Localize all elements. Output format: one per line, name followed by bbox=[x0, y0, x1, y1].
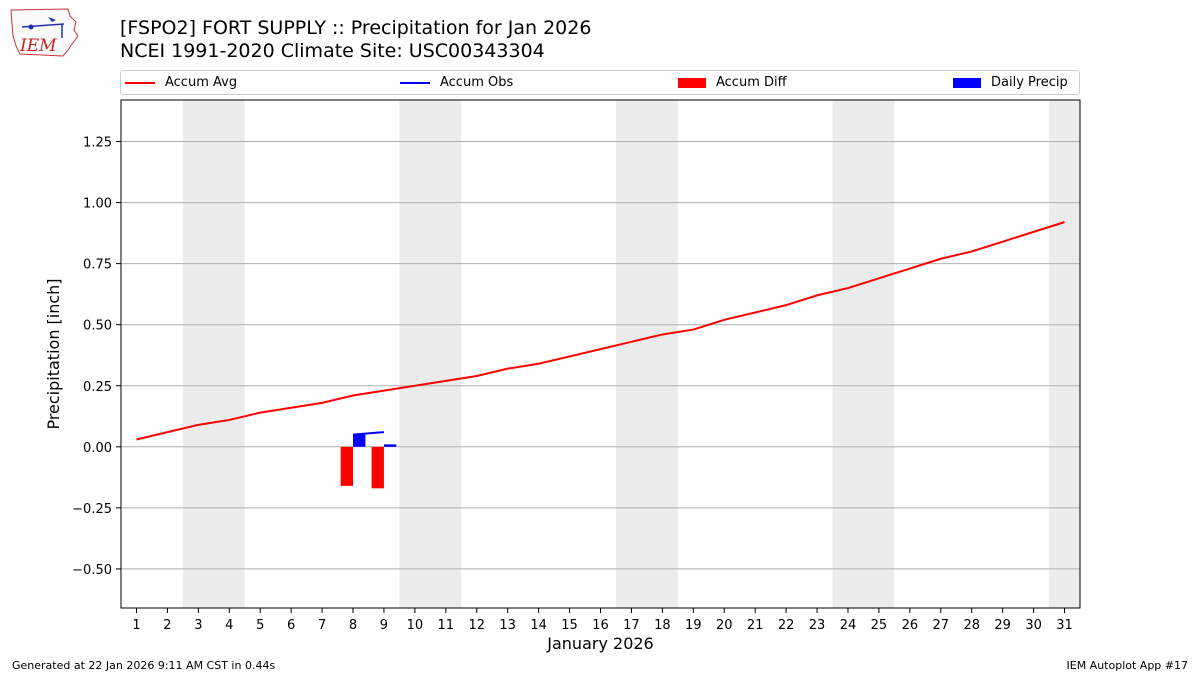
x-tick-label-7: 7 bbox=[318, 618, 326, 633]
x-tick-label-17: 17 bbox=[623, 618, 640, 633]
weekend-band-2 bbox=[615, 100, 678, 608]
x-tick-label-3: 3 bbox=[194, 618, 202, 633]
y-tick-label-4: 0.50 bbox=[83, 319, 112, 334]
accum-diff-bar-day-9 bbox=[371, 446, 384, 489]
x-tick-label-30: 30 bbox=[1025, 618, 1042, 633]
x-tick-label-6: 6 bbox=[287, 618, 295, 633]
y-tick-label-0: −0.50 bbox=[72, 563, 112, 578]
x-tick-label-21: 21 bbox=[747, 618, 764, 633]
x-tick-label-5: 5 bbox=[256, 618, 264, 633]
y-tick-label-3: 0.25 bbox=[83, 380, 112, 395]
weekend-band-3 bbox=[832, 100, 895, 608]
weekend-band-0 bbox=[182, 100, 245, 608]
svg-text:IEM: IEM bbox=[19, 36, 57, 56]
x-tick-label-8: 8 bbox=[349, 618, 357, 633]
x-tick-label-26: 26 bbox=[902, 618, 919, 633]
x-tick-label-1: 1 bbox=[132, 618, 140, 633]
x-tick-label-13: 13 bbox=[499, 618, 516, 633]
daily-precip-bar-day-8 bbox=[353, 434, 366, 447]
x-tick-label-25: 25 bbox=[871, 618, 888, 633]
x-tick-label-23: 23 bbox=[809, 618, 826, 633]
x-tick-label-12: 12 bbox=[468, 618, 485, 633]
legend-item-accum-obs: Accum Obs bbox=[400, 71, 513, 94]
x-axis-label: January 2026 bbox=[546, 634, 653, 653]
legend-swatch-accum-avg bbox=[125, 81, 155, 84]
daily-precip-bar-day-9 bbox=[383, 444, 397, 447]
generated-timestamp: Generated at 22 Jan 2026 9:11 AM CST in … bbox=[12, 659, 276, 672]
legend-label-accum-avg: Accum Avg bbox=[165, 75, 238, 90]
accum-obs-line bbox=[352, 431, 385, 436]
x-tick-label-9: 9 bbox=[380, 618, 388, 633]
x-tick-label-4: 4 bbox=[225, 618, 233, 633]
legend-label-accum-diff: Accum Diff bbox=[716, 75, 787, 90]
x-tick-label-22: 22 bbox=[778, 618, 795, 633]
y-tick-label-2: 0.00 bbox=[83, 441, 112, 456]
x-tick-label-16: 16 bbox=[592, 618, 609, 633]
plot-frame bbox=[120, 99, 1081, 609]
x-tick-label-11: 11 bbox=[438, 618, 455, 633]
chart-title: [FSPO2] FORT SUPPLY :: Precipitation for… bbox=[120, 17, 592, 39]
x-tick-label-24: 24 bbox=[840, 618, 857, 633]
y-tick-label-1: −0.25 bbox=[72, 502, 112, 517]
legend: Accum Avg Accum Obs Accum Diff Daily Pre… bbox=[120, 70, 1080, 95]
weekend-band-4 bbox=[1049, 100, 1080, 608]
legend-swatch-daily-precip bbox=[953, 77, 981, 88]
x-tick-label-15: 15 bbox=[561, 618, 578, 633]
x-tick-label-28: 28 bbox=[963, 618, 980, 633]
y-tick-label-6: 1.00 bbox=[83, 197, 112, 212]
accum-diff-bar-day-8 bbox=[340, 446, 354, 486]
x-tick-label-31: 31 bbox=[1056, 618, 1073, 633]
legend-label-accum-obs: Accum Obs bbox=[440, 75, 514, 90]
x-tick-label-14: 14 bbox=[530, 618, 547, 633]
x-tick-label-10: 10 bbox=[407, 618, 424, 633]
accum-avg-line bbox=[136, 221, 1065, 441]
weekend-band-1 bbox=[399, 100, 462, 608]
x-tick-label-29: 29 bbox=[994, 618, 1011, 633]
legend-swatch-accum-obs bbox=[400, 81, 430, 84]
x-tick-label-2: 2 bbox=[163, 618, 171, 633]
y-tick-label-7: 1.25 bbox=[83, 136, 112, 151]
legend-item-accum-avg: Accum Avg bbox=[125, 71, 237, 94]
x-tick-label-19: 19 bbox=[685, 618, 702, 633]
legend-swatch-accum-diff bbox=[678, 77, 706, 88]
iem-logo: IEM bbox=[8, 6, 80, 58]
x-tick-label-27: 27 bbox=[933, 618, 950, 633]
legend-item-accum-diff: Accum Diff bbox=[678, 71, 787, 94]
legend-item-daily-precip: Daily Precip bbox=[953, 71, 1068, 94]
chart-subtitle: NCEI 1991-2020 Climate Site: USC00343304 bbox=[120, 40, 545, 62]
app-attribution: IEM Autoplot App #17 bbox=[1066, 659, 1189, 672]
legend-label-daily-precip: Daily Precip bbox=[991, 75, 1068, 90]
x-tick-label-20: 20 bbox=[716, 618, 733, 633]
y-axis-label: Precipitation [inch] bbox=[44, 278, 63, 429]
y-tick-label-5: 0.75 bbox=[83, 258, 112, 273]
x-tick-label-18: 18 bbox=[654, 618, 671, 633]
